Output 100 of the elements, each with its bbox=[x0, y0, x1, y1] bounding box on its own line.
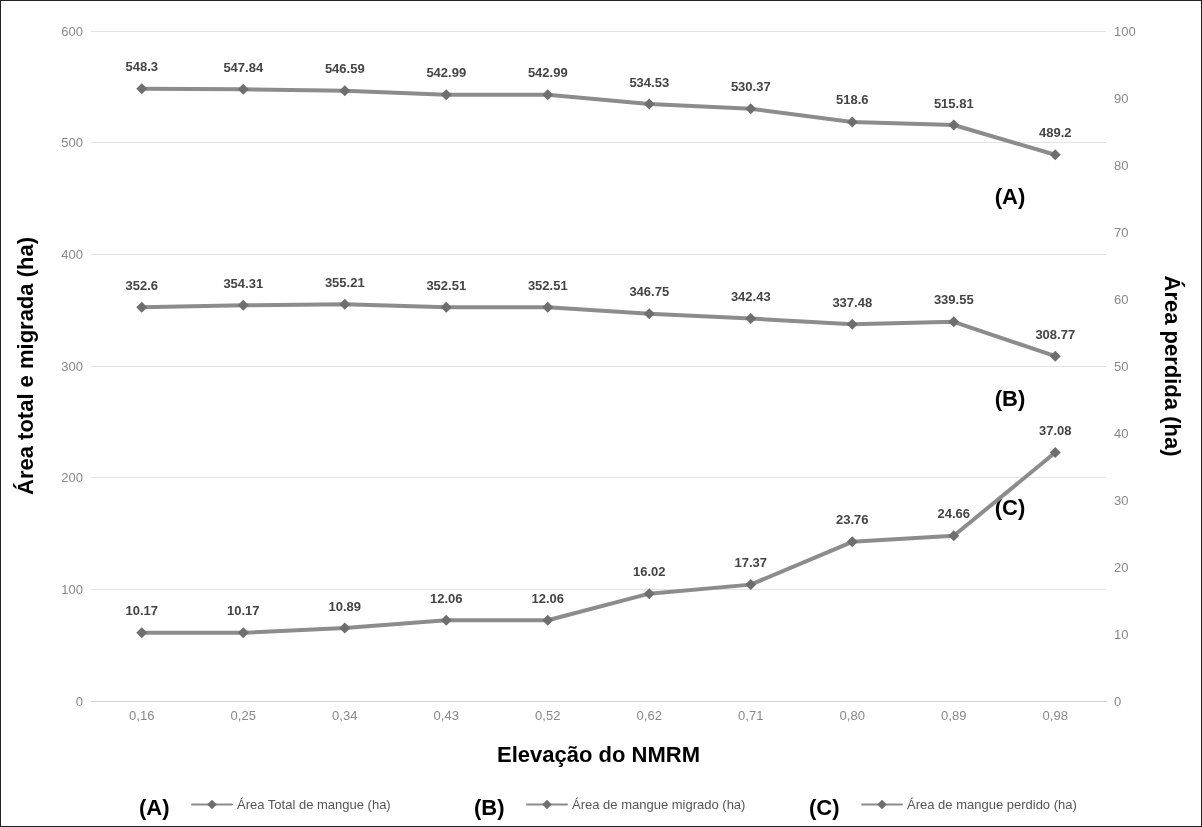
point bbox=[948, 316, 960, 328]
y-tick-label: 400 bbox=[61, 246, 83, 262]
annotation: (B) bbox=[994, 385, 1026, 411]
data-label: 17.37 bbox=[734, 555, 768, 571]
point bbox=[1049, 447, 1061, 459]
data-label: 489.2 bbox=[1038, 125, 1072, 141]
data-label: 24.66 bbox=[937, 506, 971, 522]
y2-tick-label: 100 bbox=[1114, 23, 1136, 39]
point bbox=[1049, 350, 1061, 362]
data-label: 308.77 bbox=[1035, 326, 1076, 342]
point bbox=[745, 579, 757, 591]
data-label: 10.17 bbox=[226, 603, 260, 619]
data-label: 515.81 bbox=[933, 95, 974, 111]
text: (B) bbox=[474, 794, 505, 820]
point bbox=[948, 119, 960, 131]
y2-tick-label: 40 bbox=[1114, 425, 1129, 441]
y2-tick-label: 60 bbox=[1114, 291, 1129, 307]
data-label: 342.43 bbox=[730, 289, 771, 305]
point bbox=[745, 103, 757, 115]
x-axis-title: Elevação do NMRM bbox=[497, 741, 700, 767]
y2-tick-label: 70 bbox=[1114, 224, 1129, 240]
data-label: 542.99 bbox=[426, 65, 467, 81]
y2-tick-label: 30 bbox=[1114, 492, 1129, 508]
data-label: 548.3 bbox=[125, 59, 159, 75]
point bbox=[542, 89, 554, 101]
point bbox=[440, 614, 452, 626]
x-tick-label: 0,34 bbox=[332, 708, 358, 723]
point bbox=[846, 116, 858, 128]
y2-tick-label: 90 bbox=[1114, 90, 1129, 106]
point bbox=[745, 313, 757, 325]
y2-tick-label: 20 bbox=[1114, 559, 1129, 575]
point bbox=[237, 83, 249, 95]
data-label: 546.59 bbox=[324, 61, 365, 77]
text: (A) bbox=[139, 794, 170, 820]
x-tick-label: 0,52 bbox=[535, 708, 561, 723]
x-tick-label: 0,43 bbox=[433, 708, 459, 723]
point bbox=[136, 301, 148, 313]
legend-label: Área de mangue perdido (ha) bbox=[907, 797, 1077, 812]
point bbox=[948, 530, 960, 542]
data-label: 346.75 bbox=[629, 284, 670, 300]
y2-axis-title: Área perdida (ha) bbox=[1159, 275, 1185, 457]
x-tick-label: 0,16 bbox=[129, 708, 155, 723]
data-label: 23.76 bbox=[835, 512, 869, 528]
y-tick-label: 300 bbox=[61, 358, 83, 374]
data-label: 542.99 bbox=[527, 65, 568, 81]
text: (C) bbox=[809, 794, 840, 820]
y-axis-title: Área total e migrada (ha) bbox=[12, 237, 38, 495]
point bbox=[643, 588, 655, 600]
y2-tick-label: 50 bbox=[1114, 358, 1129, 374]
point bbox=[339, 622, 351, 634]
point bbox=[643, 308, 655, 320]
point bbox=[440, 301, 452, 313]
data-label: 355.21 bbox=[324, 274, 365, 290]
data-label: 547.84 bbox=[223, 59, 264, 75]
legend-label: Área de mangue migrado (ha) bbox=[572, 797, 746, 812]
data-label: 337.48 bbox=[832, 294, 873, 310]
x-tick-label: 0,80 bbox=[839, 708, 865, 723]
data-label: 16.02 bbox=[632, 564, 666, 580]
data-label: 352.51 bbox=[426, 277, 467, 293]
data-label: 10.17 bbox=[125, 603, 159, 619]
point bbox=[846, 536, 858, 548]
data-label: 352.6 bbox=[125, 277, 159, 293]
point bbox=[339, 298, 351, 310]
x-tick-label: 0,25 bbox=[230, 708, 256, 723]
point bbox=[440, 89, 452, 101]
y-tick-label: 500 bbox=[61, 135, 83, 151]
point bbox=[542, 301, 554, 313]
x-tick-label: 0,71 bbox=[738, 708, 764, 723]
x-tick-label: 0,62 bbox=[636, 708, 662, 723]
x-tick-label: 0,98 bbox=[1042, 708, 1068, 723]
y-tick-label: 100 bbox=[61, 581, 83, 597]
y-tick-label: 0 bbox=[75, 693, 83, 709]
annotation: (C) bbox=[994, 495, 1026, 521]
point bbox=[136, 83, 148, 95]
point bbox=[237, 299, 249, 311]
point bbox=[542, 614, 554, 626]
point bbox=[643, 98, 655, 110]
annotation: (A) bbox=[994, 184, 1026, 210]
legend-label: Área Total de mangue (ha) bbox=[237, 797, 391, 812]
y-tick-label: 200 bbox=[61, 470, 83, 486]
data-label: 12.06 bbox=[429, 590, 463, 606]
data-label: 37.08 bbox=[1038, 423, 1072, 439]
point bbox=[136, 627, 148, 639]
y2-tick-label: 0 bbox=[1114, 693, 1122, 709]
data-label: 530.37 bbox=[730, 79, 771, 95]
data-label: 518.6 bbox=[835, 92, 869, 108]
point bbox=[237, 627, 249, 639]
point bbox=[339, 85, 351, 97]
y2-tick-label: 80 bbox=[1114, 157, 1129, 173]
data-label: 10.89 bbox=[328, 598, 362, 614]
point bbox=[1049, 149, 1061, 161]
data-label: 352.51 bbox=[527, 277, 568, 293]
x-tick-label: 0,89 bbox=[941, 708, 967, 723]
y2-tick-label: 10 bbox=[1114, 626, 1129, 642]
data-label: 339.55 bbox=[933, 292, 974, 308]
data-label: 12.06 bbox=[531, 590, 565, 606]
data-label: 354.31 bbox=[223, 275, 264, 291]
y-tick-label: 600 bbox=[61, 23, 83, 39]
point bbox=[846, 318, 858, 330]
data-label: 534.53 bbox=[629, 74, 670, 90]
